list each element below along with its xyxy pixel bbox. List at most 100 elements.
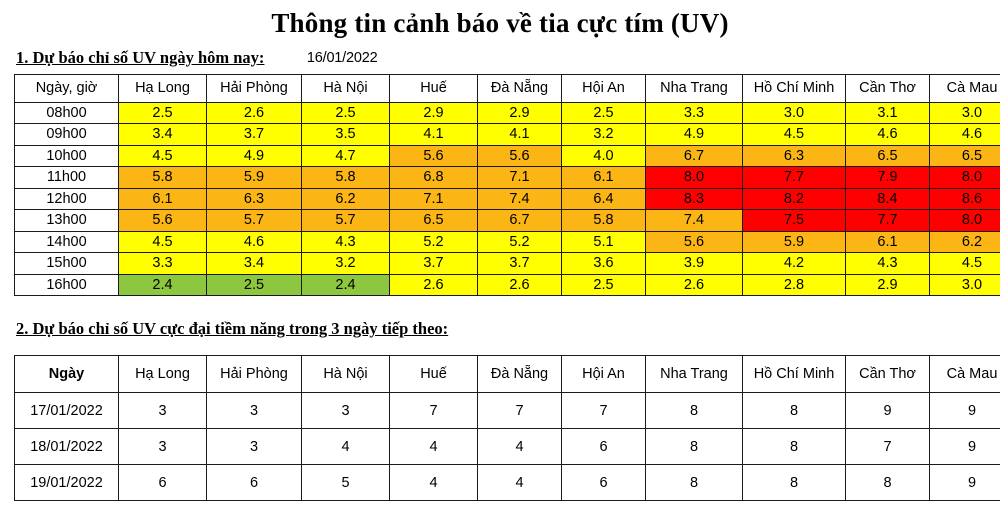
column-header-ngay-gio: Ngày, giờ bbox=[14, 73, 119, 103]
uv-value-cell: 7.7 bbox=[845, 209, 930, 232]
uv-value-cell: 8.6 bbox=[929, 187, 1000, 211]
uv-value-cell: 6.1 bbox=[118, 187, 207, 211]
column-header-ha-noi: Hà Nội bbox=[301, 73, 390, 103]
uv-value-cell: 6.3 bbox=[206, 187, 302, 211]
uv-value-cell: 3.5 bbox=[301, 123, 390, 146]
uv-value-cell: 6.8 bbox=[389, 166, 478, 189]
uv-value-cell: 3.7 bbox=[477, 252, 562, 275]
uv-value-cell: 3.3 bbox=[645, 101, 743, 125]
uv-value-cell: 6 bbox=[206, 464, 302, 502]
uv-value-cell: 7 bbox=[561, 392, 646, 430]
uv-value-cell: 4.6 bbox=[929, 123, 1000, 146]
uv-value-cell: 3 bbox=[118, 392, 207, 430]
uv-value-cell: 2.6 bbox=[206, 101, 302, 125]
uv-value-cell: 5.2 bbox=[389, 230, 478, 254]
uv-value-cell: 4.1 bbox=[477, 123, 562, 146]
uv-value-cell: 4.3 bbox=[301, 230, 390, 254]
uv-value-cell: 2.9 bbox=[477, 101, 562, 125]
uv-value-cell: 6.5 bbox=[929, 144, 1000, 168]
uv-value-cell: 3.2 bbox=[561, 123, 646, 146]
column-header-nha-trang: Nha Trang bbox=[645, 355, 743, 394]
date-label-cell: 18/01/2022 bbox=[14, 428, 119, 466]
uv-value-cell: 3 bbox=[301, 392, 390, 430]
uv-value-cell: 6.3 bbox=[742, 144, 846, 168]
uv-value-cell: 7 bbox=[845, 428, 930, 466]
uv-value-cell: 8.2 bbox=[742, 187, 846, 211]
uv-value-cell: 4.5 bbox=[929, 252, 1000, 275]
uv-value-cell: 5.7 bbox=[301, 209, 390, 232]
uv-value-cell: 3.3 bbox=[118, 252, 207, 275]
uv-value-cell: 6 bbox=[561, 464, 646, 502]
uv-value-cell: 3.0 bbox=[929, 101, 1000, 125]
uv-value-cell: 2.8 bbox=[742, 273, 846, 297]
uv-value-cell: 4.6 bbox=[206, 230, 302, 254]
uv-value-cell: 7.5 bbox=[742, 209, 846, 232]
column-header-ho-chi-minh: Hồ Chí Minh bbox=[742, 73, 846, 103]
uv-value-cell: 2.4 bbox=[118, 273, 207, 297]
hourly-table-container: Ngày, giờ Hạ Long Hải Phòng Hà Nội Huế Đà Nẵn… bbox=[0, 73, 1000, 297]
uv-value-cell: 7 bbox=[389, 392, 478, 430]
uv-value-cell: 7.9 bbox=[845, 166, 930, 189]
uv-value-cell: 6.1 bbox=[561, 166, 646, 189]
uv-value-cell: 6 bbox=[561, 428, 646, 466]
column-header-hoi-an: Hội An bbox=[561, 355, 646, 394]
table-row: 11h00 5.8 5.9 5.8 6.8 7.1 6.1 8.0 7.7 7.9 8.0 bbox=[14, 166, 1000, 189]
column-header-ho-chi-minh: Hồ Chí Minh bbox=[742, 355, 846, 394]
uv-value-cell: 2.9 bbox=[845, 273, 930, 297]
table-row: 08h00 2.5 2.6 2.5 2.9 2.9 2.5 3.3 3.0 3.1 3.0 bbox=[14, 101, 1000, 125]
time-label-cell: 12h00 bbox=[14, 187, 119, 211]
time-label-cell: 16h00 bbox=[14, 273, 119, 297]
uv-value-cell: 8.0 bbox=[645, 166, 743, 189]
uv-value-cell: 4.6 bbox=[845, 123, 930, 146]
uv-value-cell: 7.4 bbox=[645, 209, 743, 232]
uv-value-cell: 6.7 bbox=[645, 144, 743, 168]
column-header-hue: Huế bbox=[389, 355, 478, 394]
uv-value-cell: 2.6 bbox=[645, 273, 743, 297]
uv-value-cell: 2.5 bbox=[301, 101, 390, 125]
uv-value-cell: 5.8 bbox=[118, 166, 207, 189]
uv-value-cell: 7.7 bbox=[742, 166, 846, 189]
uv-value-cell: 6.4 bbox=[561, 187, 646, 211]
column-header-ha-long: Hạ Long bbox=[118, 73, 207, 103]
uv-value-cell: 2.6 bbox=[477, 273, 562, 297]
uv-value-cell: 4 bbox=[389, 428, 478, 466]
table-row: 17/01/2022 3 3 3 7 7 7 8 8 9 9 bbox=[14, 392, 1000, 430]
uv-value-cell: 5.8 bbox=[561, 209, 646, 232]
section-1-header: 1. Dự báo chỉ số UV ngày hôm nay: 16/01/… bbox=[0, 48, 1000, 74]
uv-value-cell: 3.7 bbox=[206, 123, 302, 146]
uv-value-cell: 4 bbox=[477, 464, 562, 502]
forecast-date: 16/01/2022 bbox=[306, 49, 378, 66]
uv-value-cell: 8.0 bbox=[929, 166, 1000, 189]
uv-value-cell: 3.0 bbox=[929, 273, 1000, 297]
column-header-ca-mau: Cà Mau bbox=[929, 355, 1000, 394]
uv-value-cell: 2.6 bbox=[389, 273, 478, 297]
uv-value-cell: 5.1 bbox=[561, 230, 646, 254]
date-label-cell: 17/01/2022 bbox=[14, 392, 119, 430]
uv-value-cell: 5 bbox=[301, 464, 390, 502]
uv-value-cell: 7.4 bbox=[477, 187, 562, 211]
column-header-can-tho: Cần Thơ bbox=[845, 355, 930, 394]
three-day-forecast-table: Ngày Hạ Long Hải Phòng Hà Nội Huế Đà Nẵng Hội … bbox=[14, 355, 1000, 502]
uv-value-cell: 2.5 bbox=[206, 273, 302, 297]
uv-value-cell: 7.1 bbox=[477, 166, 562, 189]
uv-value-cell: 5.9 bbox=[206, 166, 302, 189]
uv-value-cell: 9 bbox=[845, 392, 930, 430]
column-header-hoi-an: Hội An bbox=[561, 73, 646, 103]
column-header-da-nang: Đà Nẵng bbox=[477, 73, 562, 103]
uv-value-cell: 4.2 bbox=[742, 252, 846, 275]
uv-value-cell: 8 bbox=[645, 392, 743, 430]
table-row: 14h00 4.5 4.6 4.3 5.2 5.2 5.1 5.6 5.9 6.1 6.2 bbox=[14, 230, 1000, 254]
time-label-cell: 14h00 bbox=[14, 230, 119, 254]
uv-value-cell: 3.1 bbox=[845, 101, 930, 125]
uv-value-cell: 4.0 bbox=[561, 144, 646, 168]
uv-value-cell: 4 bbox=[301, 428, 390, 466]
uv-value-cell: 3.7 bbox=[389, 252, 478, 275]
column-header-ngay: Ngày bbox=[14, 355, 119, 394]
uv-value-cell: 9 bbox=[929, 428, 1000, 466]
uv-value-cell: 3.6 bbox=[561, 252, 646, 275]
column-header-hai-phong: Hải Phòng bbox=[206, 73, 302, 103]
uv-value-cell: 8.4 bbox=[845, 187, 930, 211]
uv-value-cell: 5.6 bbox=[477, 144, 562, 168]
table-row: 18/01/2022 3 3 4 4 4 6 8 8 7 9 bbox=[14, 428, 1000, 466]
uv-value-cell: 9 bbox=[929, 392, 1000, 430]
